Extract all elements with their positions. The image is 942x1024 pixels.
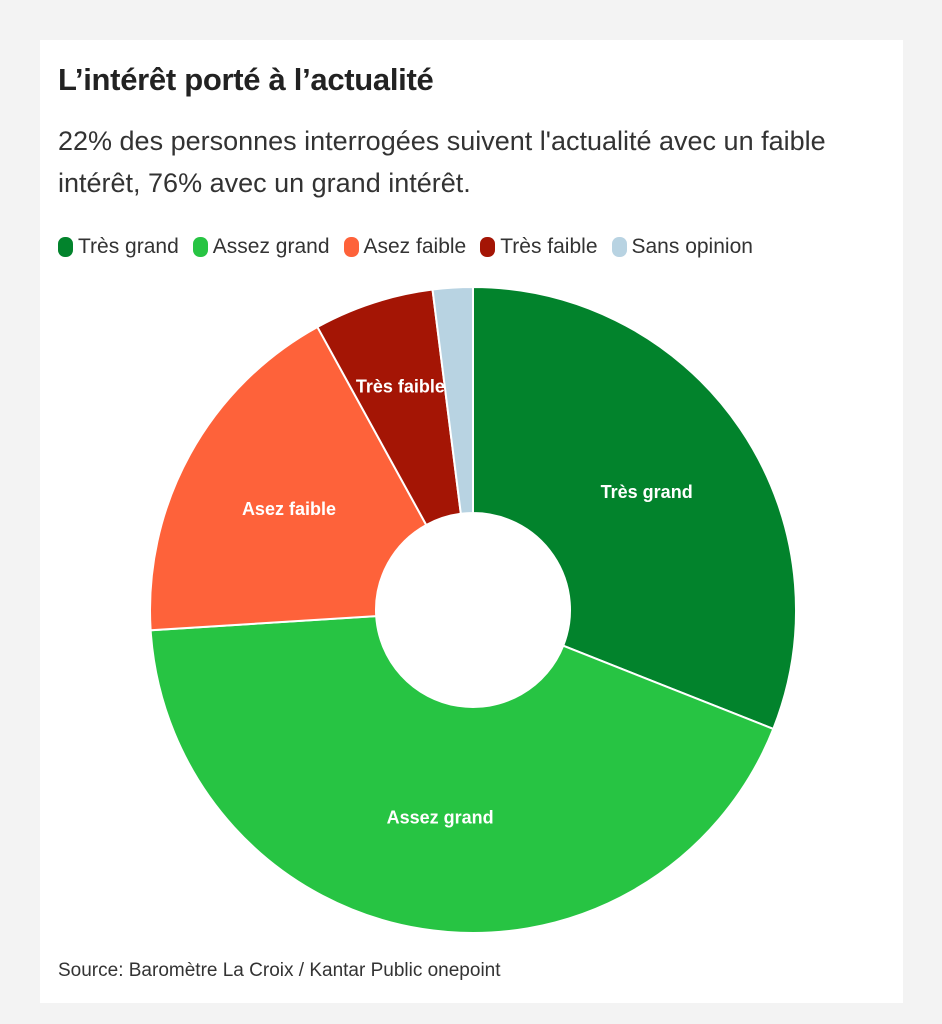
legend-swatch [611,237,627,257]
slice-label: Assez grand [387,807,494,827]
legend-label: Sans opinion [631,235,753,258]
chart-card: L’intérêt porté à l’actualité 22% des pe… [40,40,903,1003]
legend-label: Très grand [78,235,179,258]
legend-label: Très faible [500,235,598,258]
legend-item[interactable]: Asez faible [343,235,467,259]
chart-title: L’intérêt porté à l’actualité [58,62,434,97]
legend-item[interactable]: Assez grand [192,235,330,259]
slice-asez-faible[interactable] [149,325,428,632]
donut-chart: Très grand Assez grand Asez faible Très fai… [149,285,797,934]
legend-item[interactable]: Très faible [480,235,598,259]
legend-swatch [192,237,208,257]
slice-assez-grand[interactable] [149,615,775,934]
legend: Très grand Assez grand Asez faible Très fai… [58,235,753,259]
legend-label: Asez faible [363,235,467,258]
slice-label: Asez faible [242,499,336,519]
chart-subtitle: 22% des personnes interrogées suivent l'… [58,126,826,198]
slice-sans-opinion[interactable] [431,285,474,515]
legend-label: Assez grand [212,235,330,258]
legend-swatch [343,237,359,257]
slice-label: Très faible [356,377,445,397]
legend-swatch [480,237,496,257]
slice-tr-s-grand[interactable] [472,285,797,731]
legend-swatch [58,237,73,257]
legend-item[interactable]: Très grand [58,235,179,259]
legend-item[interactable]: Sans opinion [611,235,753,259]
source-note: Source: Baromètre La Croix / Kantar Publ… [58,960,501,981]
slice-label: Très grand [601,482,693,502]
